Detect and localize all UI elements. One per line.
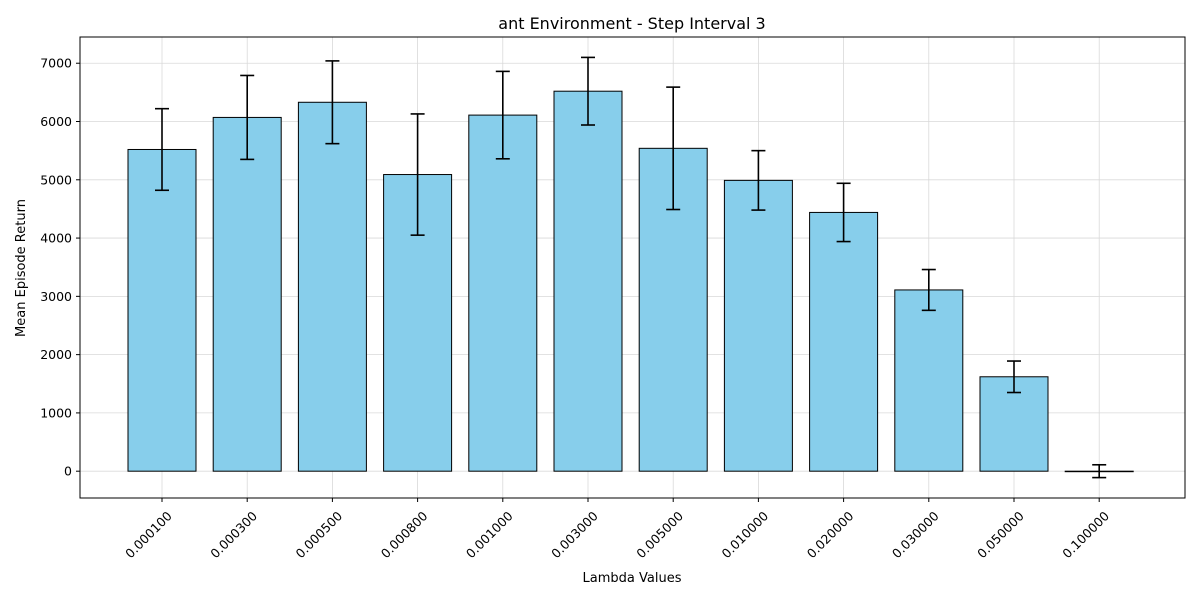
x-tick-label: 0.000300 [207,508,260,561]
x-tick-label: 0.050000 [974,508,1027,561]
bars-layer [127,90,1134,473]
x-tick-label: 0.005000 [633,508,686,561]
bar-0.000300 [212,116,282,472]
x-tick-label: 0.010000 [719,508,772,561]
x-axis: 0.000100 0.000300 0.000500 0.000800 0.001000… [122,498,1112,561]
x-tick-label: 0.030000 [889,508,942,561]
bar-0.000100 [127,148,197,472]
y-axis-label: Mean Episode Return [14,199,29,337]
error-bar-0.000100 [155,107,169,192]
error-bar-0.030000 [921,268,936,312]
error-bar-0.000500 [325,60,340,145]
chart-title: ant Environment - Step Interval 3 [498,14,765,33]
y-tick-label: 7000 [40,56,72,71]
x-tick-label: 0.020000 [804,508,857,561]
error-bar-0.100000 [1092,463,1107,479]
x-tick-label: 0.100000 [1059,508,1112,561]
y-tick-label: 6000 [40,114,72,129]
error-bar-0.005000 [666,86,681,211]
x-tick-label: 0.000100 [122,508,175,561]
y-tick-label: 3000 [40,289,72,304]
error-bar-0.000300 [240,74,255,161]
error-bar-0.001000 [495,70,510,160]
bar-0.000500 [297,101,367,472]
x-tick-label: 0.000800 [378,508,431,561]
error-bars-layer [155,56,1107,479]
bar-0.003000 [553,90,623,472]
x-tick-label: 0.001000 [463,508,516,561]
y-axis: 0 1000 2000 3000 4000 5000 6000 7000 [40,56,80,479]
x-tick-label: 0.003000 [548,508,601,561]
error-bar-0.050000 [1007,360,1021,394]
x-tick-label: 0.000500 [293,508,346,561]
bar-0.001000 [468,114,538,472]
error-bar-0.020000 [836,182,851,243]
y-tick-label: 2000 [40,347,72,362]
bar-0.020000 [809,211,879,472]
y-tick-label: 0 [64,464,72,479]
y-tick-label: 5000 [40,172,72,187]
x-axis-label: Lambda Values [583,571,682,586]
error-bar-0.010000 [751,149,766,211]
bar-0.030000 [894,289,964,472]
y-tick-label: 4000 [40,231,72,246]
error-bar-0.000800 [410,113,425,236]
plot-frame [79,36,1186,499]
bar-0.010000 [723,179,793,472]
y-tick-label: 1000 [40,405,72,420]
error-bar-0.003000 [581,56,595,126]
